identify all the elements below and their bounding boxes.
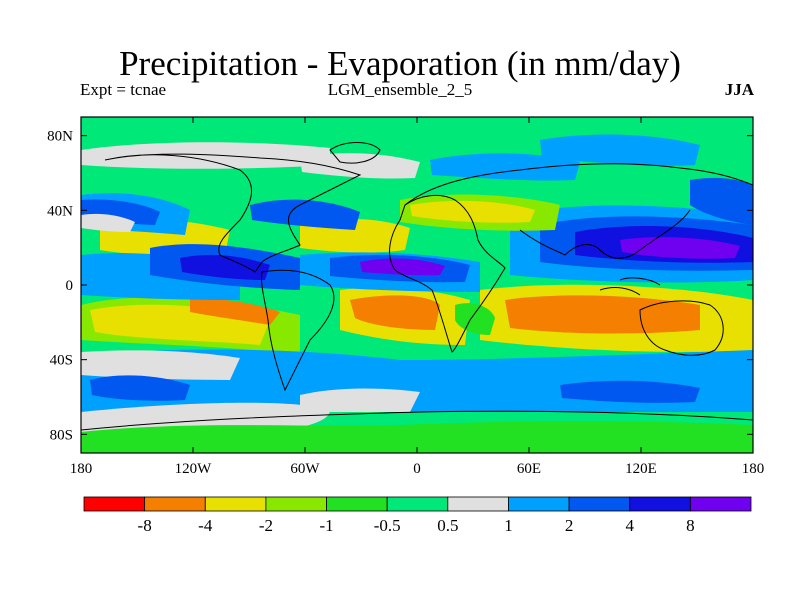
y-tick-label: 40S [50, 353, 73, 369]
y-tick-label: 40N [47, 203, 73, 219]
colorbar-swatch [629, 496, 691, 512]
ensemble-label: LGM_ensemble_2_5 [327, 80, 473, 99]
colorbar: -8 -4 -2 -1 -0.5 0.5 1 2 4 8 [83, 496, 752, 535]
x-tick-label: 0 [413, 461, 421, 477]
y-tick-label: 0 [66, 278, 74, 294]
colorbar-swatch [83, 496, 146, 512]
experiment-label: Expt = tcnae [80, 80, 167, 99]
colorbar-swatch [144, 496, 206, 512]
colorbar-swatch [326, 496, 388, 512]
x-tick-label: 120E [625, 461, 657, 477]
colorbar-label: -1 [319, 516, 333, 535]
season-label: JJA [724, 80, 754, 99]
colorbar-label: -0.5 [374, 516, 401, 535]
y-tick-label: 80S [50, 427, 73, 443]
colorbar-swatch [568, 496, 631, 512]
x-tick-label: 180 [70, 461, 93, 477]
colorbar-label: 4 [625, 516, 634, 535]
colorbar-swatch [265, 496, 327, 512]
x-tick-label: 180 [742, 461, 765, 477]
colorbar-swatch [508, 496, 570, 512]
x-tick-label: 120W [175, 461, 213, 477]
colorbar-swatch [689, 496, 752, 512]
x-tick-label: 60E [517, 461, 541, 477]
y-tick-label: 80N [47, 129, 73, 145]
y-axis: 80N 40N 0 40S 80S [47, 129, 753, 443]
colorbar-label: 1 [504, 516, 513, 535]
colorbar-label: -2 [259, 516, 273, 535]
colorbar-swatch [447, 496, 509, 512]
field-layer [81, 134, 753, 453]
colorbar-swatch [386, 496, 449, 512]
colorbar-label: -4 [198, 516, 213, 535]
colorbar-label: -8 [138, 516, 152, 535]
x-tick-label: 60W [290, 461, 320, 477]
colorbar-label: 2 [565, 516, 574, 535]
colorbar-swatch [204, 496, 267, 512]
colorbar-label: 8 [686, 516, 695, 535]
colorbar-label: 0.5 [437, 516, 458, 535]
x-axis: 180 120W 60W 0 60E 120E 180 [70, 117, 765, 477]
coastlines [81, 142, 753, 431]
chart-title: Precipitation - Evaporation (in mm/day) [119, 44, 681, 83]
